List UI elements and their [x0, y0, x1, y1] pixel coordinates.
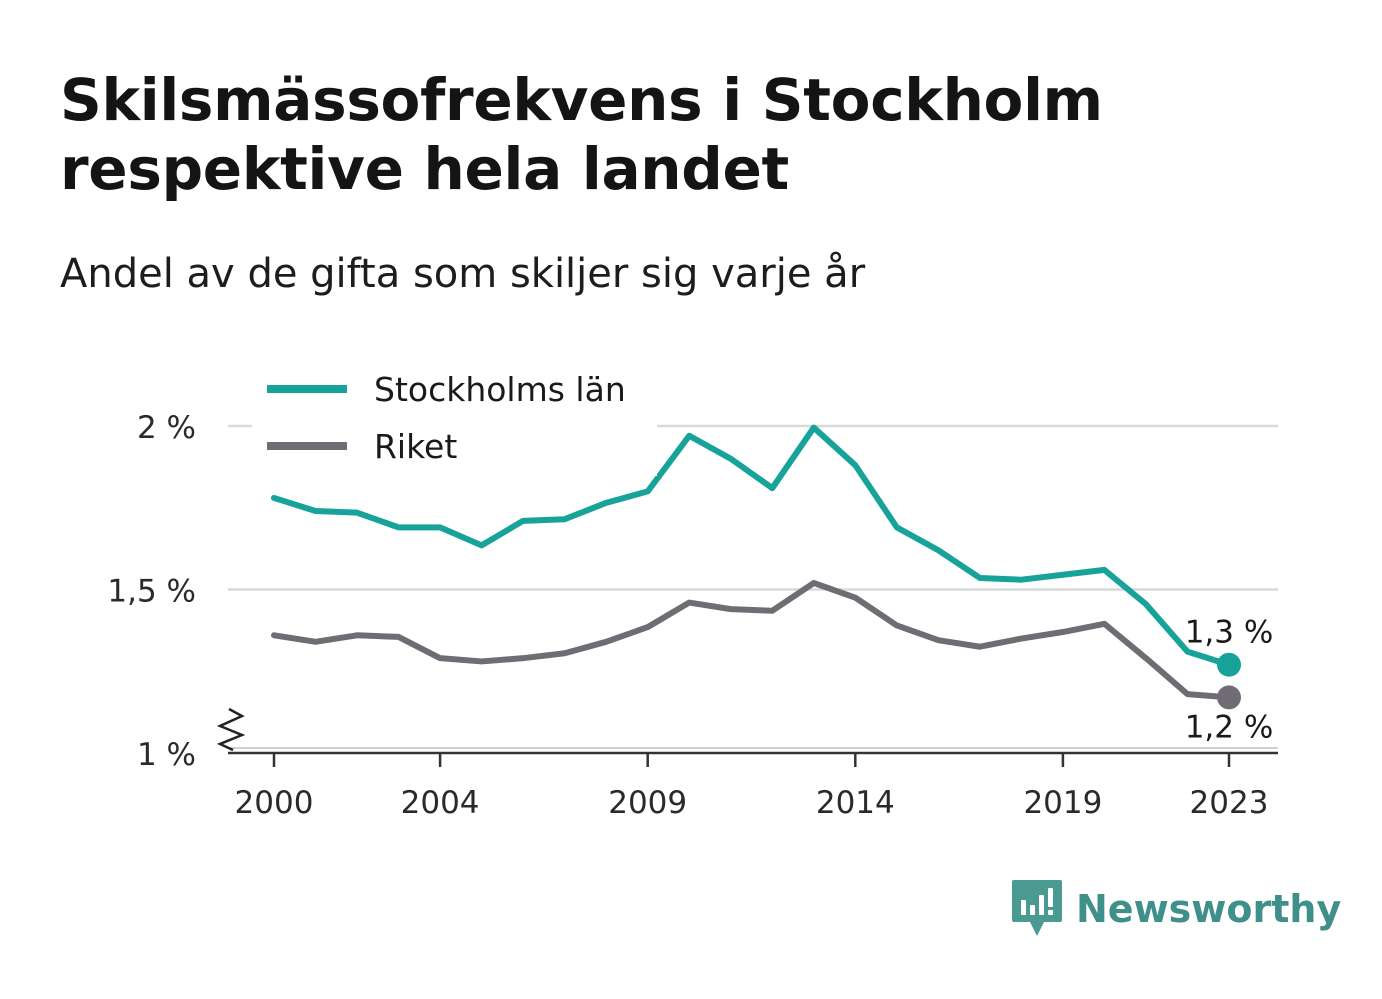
axis-break-icon: [216, 707, 246, 752]
end-labels: 1,3 %1,3 %1,2 %1,2 %: [1182, 612, 1277, 749]
x-tick-label: 2023: [1190, 785, 1269, 821]
series-line-stockholm: [271, 424, 1232, 668]
y-tick-label: 1 %: [137, 737, 196, 773]
x-tick-label: 2014: [816, 785, 895, 821]
legend-background: [252, 364, 657, 476]
end-point-stockholm: [1217, 652, 1241, 677]
brand: Newsworthy: [1010, 878, 1341, 940]
x-tick-label: 2000: [235, 785, 314, 821]
y-tick-label: 1,5 %: [107, 574, 196, 610]
x-tick-label: 2019: [1023, 785, 1102, 821]
chart-subtitle: Andel av de gifta som skiljer sig varje …: [60, 251, 866, 297]
end-point-riket: [1217, 685, 1241, 710]
newsworthy-logo-icon: [1012, 880, 1062, 936]
legend: Stockholms län Riket: [252, 364, 657, 476]
end-label-halo: 1,3 %: [1185, 615, 1274, 651]
legend-label-stockholm: Stockholms län: [374, 370, 626, 409]
series-lines: [271, 424, 1241, 710]
y-tick-label: 2 %: [137, 410, 196, 446]
x-tick-label: 2009: [608, 785, 687, 821]
end-label-halo: 1,2 %: [1185, 709, 1274, 745]
axes: 1 % 1,5 % 2 % 2000 2004 2009 2014 2019 2023: [107, 410, 1278, 821]
end-label-stockholm: 1,3 %: [1185, 615, 1274, 651]
chart-title: Skilsmässofrekvens i Stockholm respektiv…: [60, 66, 1103, 203]
brand-name: Newsworthy: [1076, 887, 1342, 931]
x-tick-label: 2004: [401, 785, 480, 821]
legend-label-riket: Riket: [374, 427, 457, 466]
end-label-riket: 1,2 %: [1185, 709, 1274, 745]
series-line-riket: [271, 579, 1232, 701]
